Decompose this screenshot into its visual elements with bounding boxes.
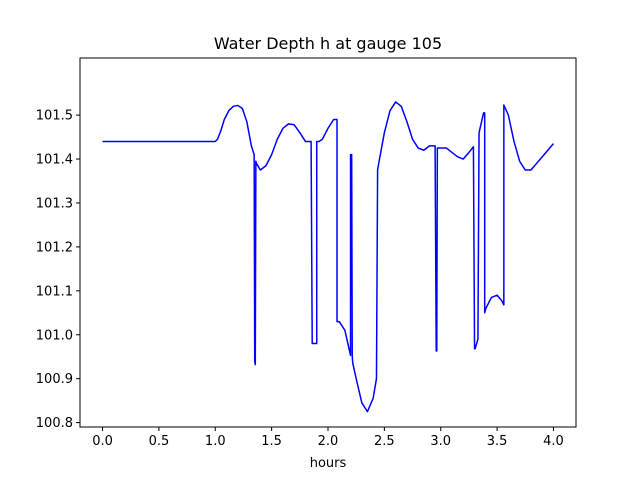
x-tick-label: 0.5 <box>149 434 170 449</box>
y-tick-label: 101.2 <box>36 240 73 255</box>
x-tick-label: 1.5 <box>261 434 282 449</box>
y-tick-label: 100.8 <box>36 416 73 431</box>
plot-area <box>102 101 555 413</box>
chart-title: Water Depth h at gauge 105 <box>214 34 442 53</box>
y-tick-label: 101.5 <box>36 109 73 124</box>
x-axis-label: hours <box>310 456 347 471</box>
x-axis-ticks: 0.0 0.5 1.0 1.5 2.0 2.5 3.0 3.5 4.0 <box>92 427 564 449</box>
y-tick-label: 101.0 <box>36 328 73 343</box>
y-axis-ticks: 100.8 100.9 101.0 101.1 101.2 101.3 101.4 101.5 <box>36 109 80 431</box>
y-tick-label: 101.1 <box>36 284 73 299</box>
x-tick-label: 0.0 <box>92 434 113 449</box>
x-tick-label: 1.0 <box>205 434 226 449</box>
y-tick-label: 100.9 <box>36 372 73 387</box>
x-tick-label: 2.0 <box>318 434 339 449</box>
y-tick-label: 101.4 <box>36 153 73 168</box>
x-tick-label: 3.5 <box>487 434 508 449</box>
x-tick-label: 4.0 <box>543 434 564 449</box>
water-depth-line <box>102 101 555 413</box>
y-tick-label: 101.3 <box>36 196 73 211</box>
x-tick-label: 2.5 <box>374 434 395 449</box>
x-tick-label: 3.0 <box>430 434 451 449</box>
